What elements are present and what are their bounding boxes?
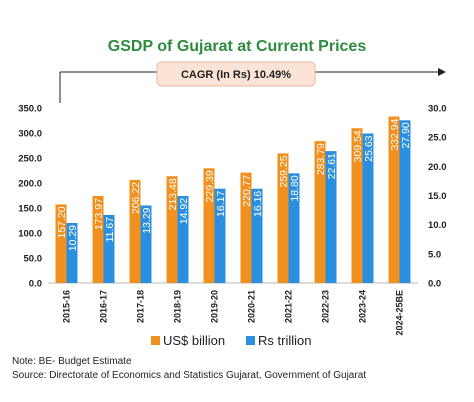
data-label-usd: 309.54	[352, 130, 364, 162]
bar-rs-trillion	[362, 133, 374, 283]
bar-rs-trillion	[177, 195, 189, 283]
data-label-usd: 213.48	[167, 178, 179, 210]
legend-swatch-usd	[151, 336, 160, 345]
data-label-usd: 220.77	[241, 174, 253, 206]
x-tick-label: 2022-23	[321, 290, 331, 323]
x-tick-label: 2016-17	[99, 290, 109, 323]
x-tick-label: 2019-20	[210, 290, 220, 323]
x-tick-label: 2018-19	[173, 290, 183, 323]
y-left-tick-label: 250.0	[18, 154, 42, 165]
data-label-usd: 229.39	[204, 170, 216, 202]
data-label-rs: 11.67	[104, 217, 116, 243]
bar-rs-trillion	[214, 188, 226, 283]
data-label-rs: 25.63	[363, 135, 375, 161]
bar-usd-billion	[203, 168, 215, 283]
cagr-annotation: CAGR (In Rs) 10.49%	[59, 61, 446, 103]
bar-rs-trillion	[288, 173, 300, 283]
data-label-usd: 206.22	[130, 182, 142, 214]
bar-usd-billion	[277, 153, 289, 283]
bar-rs-trillion	[66, 222, 78, 283]
bar-rs-trillion	[325, 151, 337, 283]
bar-usd-billion	[166, 176, 178, 283]
x-tick-label: 2024-25BE	[395, 290, 405, 336]
bar-usd-billion	[351, 128, 363, 283]
y-right-tick-label: 10.0	[428, 220, 447, 231]
y-right-tick-label: 30.0	[428, 104, 447, 115]
bar-rs-trillion	[251, 188, 263, 283]
y-left-tick-label: 50.0	[24, 254, 43, 265]
bar-rs-trillion	[140, 205, 152, 283]
y-right-tick-label: 25.0	[428, 133, 447, 144]
bar-rs-trillion	[103, 214, 115, 283]
data-label-rs: 10.29	[67, 225, 79, 251]
data-label-rs: 27.90	[400, 122, 412, 148]
bar-usd-billion	[129, 179, 141, 283]
data-label-rs: 13.29	[141, 207, 153, 233]
y-left-tick-label: 0.0	[29, 279, 42, 290]
data-label-rs: 18.80	[289, 175, 301, 201]
y-left-tick-label: 150.0	[18, 204, 42, 215]
y-right-tick-label: 5.0	[428, 249, 441, 260]
x-tick-label: 2015-16	[62, 290, 72, 323]
data-label-usd: 332.94	[389, 118, 401, 150]
y-right-tick-label: 0.0	[428, 279, 441, 290]
legend-label-usd: US$ billion	[163, 333, 225, 348]
x-tick-label: 2017-18	[136, 290, 146, 323]
y-left-tick-label: 300.0	[18, 129, 42, 140]
data-label-usd: 259.25	[278, 155, 290, 187]
x-tick-label: 2020-21	[247, 290, 257, 323]
bar-usd-billion	[55, 204, 67, 283]
legend-swatch-rs	[246, 336, 255, 345]
legend-label-rs: Rs trillion	[258, 333, 311, 348]
chart-axes: 0.0 50.0 100.0 150.0 200.0 250.0 300.0 350.0 0.0…	[18, 104, 446, 336]
data-label-rs: 14.92	[178, 198, 190, 224]
y-right-tick-label: 15.0	[428, 191, 447, 202]
data-label-usd: 173.97	[93, 198, 105, 230]
cagr-arrow-head	[438, 68, 446, 76]
cagr-label: CAGR (In Rs) 10.49%	[181, 69, 291, 81]
y-left-tick-label: 350.0	[18, 104, 42, 115]
x-tick-label: 2023-24	[358, 290, 368, 323]
bar-usd-billion	[240, 172, 252, 283]
chart-title: GSDP of Gujarat at Current Prices	[108, 38, 367, 55]
cagr-box	[156, 61, 316, 87]
y-right-tick-label: 20.0	[428, 162, 447, 173]
note-text: Note: BE- Budget Estimate	[12, 356, 132, 367]
data-label-rs: 16.16	[252, 191, 264, 217]
bar-usd-billion	[314, 141, 326, 283]
legend: US$ billion Rs trillion	[151, 333, 311, 348]
x-tick-label: 2021-22	[284, 290, 294, 323]
y-left-tick-label: 100.0	[18, 229, 42, 240]
bar-rs-trillion	[399, 120, 411, 283]
data-label-usd: 157.20	[56, 206, 68, 238]
data-label-rs: 16.17	[215, 191, 227, 217]
bar-usd-billion	[388, 116, 400, 283]
data-label-rs: 22.61	[326, 153, 338, 179]
data-label-usd: 283.79	[315, 143, 327, 175]
bar-usd-billion	[92, 196, 104, 283]
source-text: Source: Directorate of Economics and Sta…	[12, 370, 366, 381]
y-left-tick-label: 200.0	[18, 179, 42, 190]
